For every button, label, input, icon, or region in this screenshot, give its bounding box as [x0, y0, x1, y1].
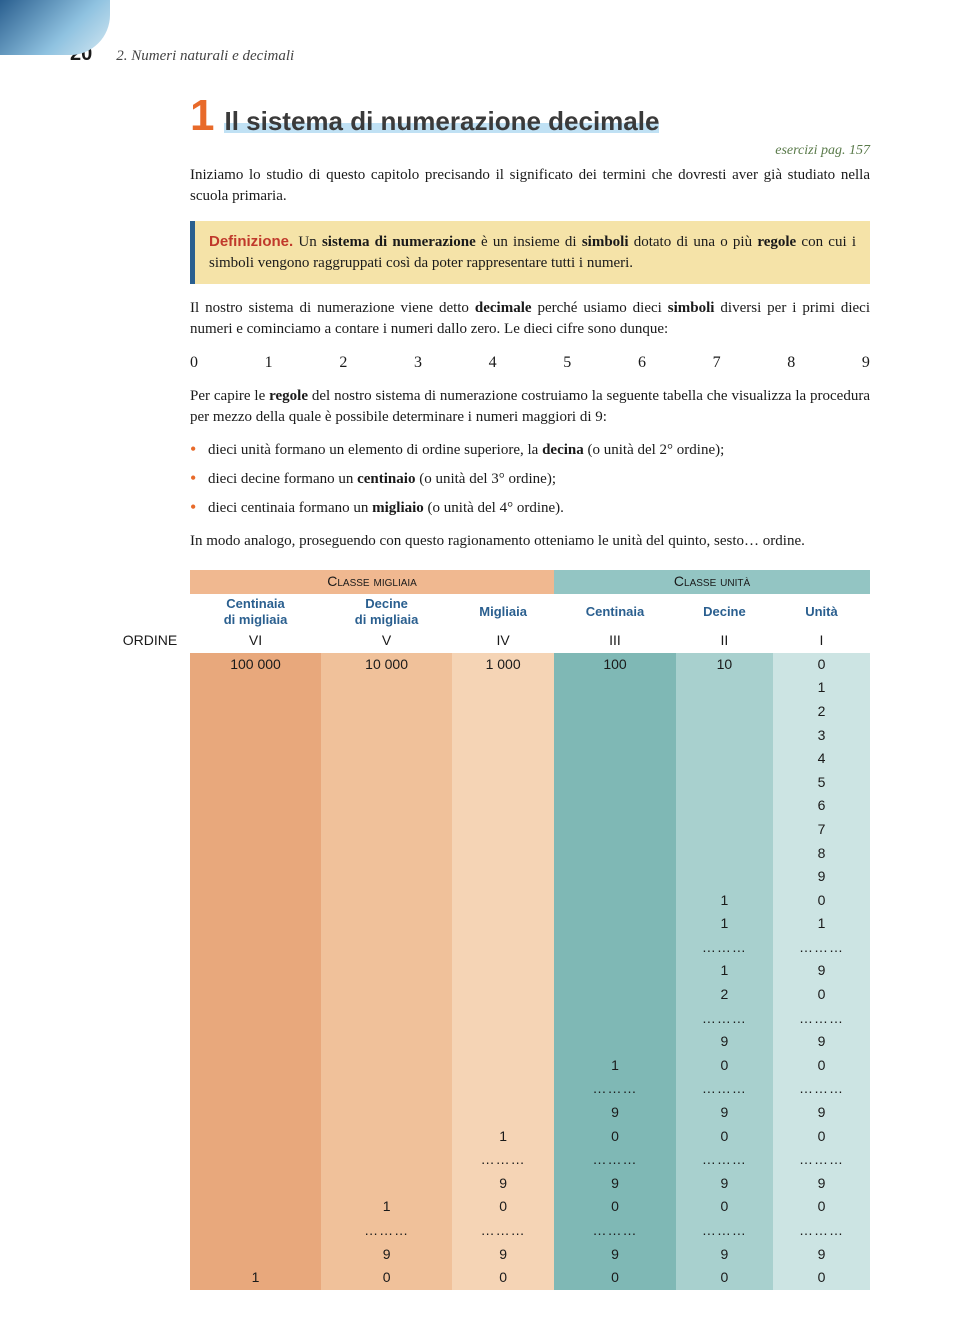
digit: 1	[265, 352, 273, 374]
digit: 8	[787, 352, 795, 374]
definition-text: Un sistema di numerazione è un insieme d…	[209, 234, 856, 271]
conclusion-paragraph: In modo analogo, proseguendo con questo …	[190, 531, 870, 552]
list-item: dieci decine formano un centinaio (o uni…	[190, 469, 870, 490]
page-corner-decoration	[0, 0, 110, 55]
definition-label: Definizione.	[209, 233, 293, 250]
place-value-table: Classe migliaiaClasse unitàCentinaiadi m…	[110, 570, 870, 1289]
decimal-paragraph: Il nostro sistema di numerazione viene d…	[190, 298, 870, 340]
digit: 2	[339, 352, 347, 374]
list-item: dieci centinaia formano un migliaio (o u…	[190, 498, 870, 519]
digit: 5	[563, 352, 571, 374]
intro-paragraph: Iniziamo lo studio di questo capitolo pr…	[190, 165, 870, 207]
exercise-ref: esercizi pag. 157	[190, 141, 870, 161]
digit: 7	[713, 352, 721, 374]
page-content: 20 2. Numeri naturali e decimali 1 Il si…	[0, 0, 960, 1330]
digit: 6	[638, 352, 646, 374]
chapter-title: 2. Numeri naturali e decimali	[116, 46, 294, 67]
section-number: 1	[190, 94, 214, 138]
list-item: dieci unità formano un elemento di ordin…	[190, 440, 870, 461]
body-content: esercizi pag. 157 Iniziamo lo studio di …	[190, 141, 870, 552]
rules-list: dieci unità formano un elemento di ordin…	[190, 440, 870, 519]
digits-row: 0 1 2 3 4 5 6 7 8 9	[190, 352, 870, 374]
rules-paragraph: Per capire le regole del nostro sistema …	[190, 386, 870, 428]
digit: 9	[862, 352, 870, 374]
digit: 0	[190, 352, 198, 374]
definition-box: Definizione. Un sistema di numerazione è…	[190, 221, 870, 284]
header-line: 20 2. Numeri naturali e decimali	[70, 40, 870, 68]
digit: 4	[489, 352, 497, 374]
section-heading: 1 Il sistema di numerazione decimale	[190, 94, 870, 139]
section-title: Il sistema di numerazione decimale	[224, 103, 659, 139]
digit: 3	[414, 352, 422, 374]
